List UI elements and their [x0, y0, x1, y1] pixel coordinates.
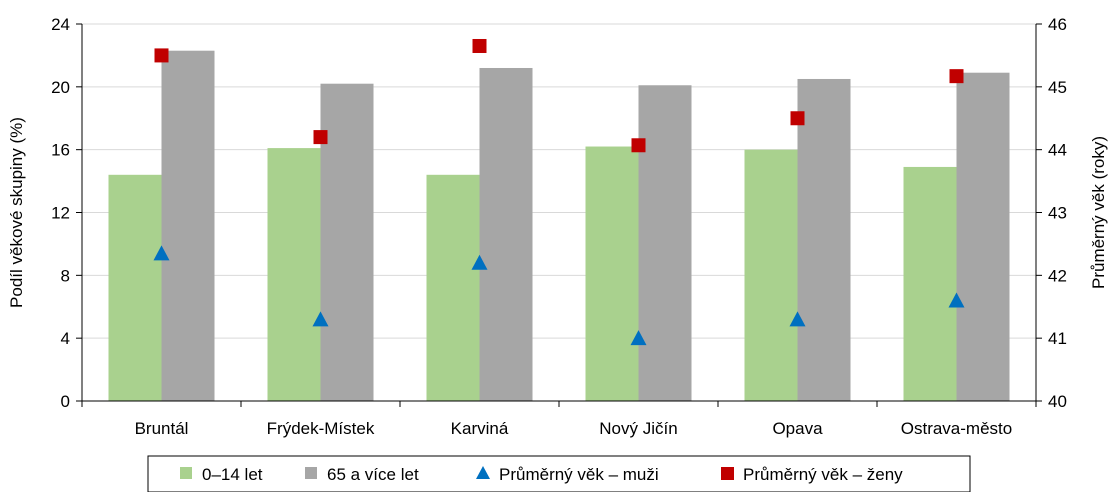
marker-muzi — [471, 254, 488, 270]
x-tick-label: Bruntál — [135, 419, 189, 438]
bar-65-plus — [479, 67, 533, 401]
legend-label: Průměrný věk – muži — [499, 465, 659, 484]
x-tick-label: Frýdek-Místek — [267, 419, 375, 438]
gridlines — [82, 23, 1036, 339]
marker-zeny — [790, 111, 805, 126]
axes — [76, 23, 1042, 407]
bar-65-plus — [161, 50, 215, 402]
bar-65-plus — [638, 85, 692, 401]
marker-zeny — [313, 130, 328, 145]
legend-label: Průměrný věk – ženy — [743, 465, 903, 484]
y2-tick-label: 40 — [1048, 392, 1067, 411]
bar-0-14 — [426, 174, 480, 401]
marker-muzi — [948, 292, 965, 308]
bar-65-plus — [797, 78, 851, 402]
legend-label: 0–14 let — [202, 465, 263, 484]
y-tick-label: 0 — [61, 392, 70, 411]
tick-labels: 0 4 8 12 16 20 24 40 41 42 43 44 45 46 Bruntál Frýdek-M… — [51, 15, 1067, 438]
y-tick-label: 16 — [51, 141, 70, 160]
bar-0-14 — [585, 146, 639, 401]
y2-tick-label: 43 — [1048, 204, 1067, 223]
legend: 0–14 let 65 a více let Průměrný věk – muži… — [147, 455, 971, 492]
y-tick-label: 20 — [51, 78, 70, 97]
x-tick-label: Opava — [772, 419, 823, 438]
y2-tick-label: 41 — [1048, 329, 1067, 348]
bar-0-14 — [108, 174, 162, 401]
marker-zeny — [472, 38, 487, 53]
legend-box — [147, 455, 971, 492]
bar-0-14 — [267, 148, 321, 401]
bar-65-plus — [320, 83, 374, 402]
y2-tick-label: 42 — [1048, 266, 1067, 285]
marker-muzi — [153, 245, 170, 261]
x-tick-label: Karviná — [451, 419, 509, 438]
y2-tick-label: 45 — [1048, 78, 1067, 97]
marker-zeny — [154, 48, 169, 63]
marker-zeny — [949, 69, 964, 84]
y-tick-label: 12 — [51, 204, 70, 223]
bar-0-14 — [903, 166, 957, 401]
marker-muzi — [630, 330, 647, 346]
markers — [153, 38, 965, 346]
y-axis-title: Podíl věkové skupiny (%) — [7, 117, 26, 308]
legend-swatch — [180, 467, 192, 479]
legend-label: 65 a více let — [327, 465, 419, 484]
bars — [108, 50, 1010, 402]
y2-axis-title: Průměrný věk (roky) — [1089, 136, 1108, 289]
y-tick-label: 24 — [51, 15, 70, 34]
marker-zeny — [631, 138, 646, 153]
bar-0-14 — [744, 149, 798, 401]
x-tick-label: Nový Jičín — [599, 419, 677, 438]
bar-65-plus — [956, 72, 1010, 401]
marker-muzi — [789, 311, 806, 327]
legend-swatch — [305, 467, 317, 479]
y-tick-label: 8 — [61, 266, 70, 285]
y2-tick-label: 46 — [1048, 15, 1067, 34]
marker-muzi — [312, 311, 329, 327]
y2-tick-label: 44 — [1048, 141, 1067, 160]
legend-swatch — [476, 466, 490, 479]
legend-swatch — [721, 467, 734, 480]
x-tick-label: Ostrava-město — [901, 419, 1012, 438]
y-tick-label: 4 — [61, 329, 70, 348]
